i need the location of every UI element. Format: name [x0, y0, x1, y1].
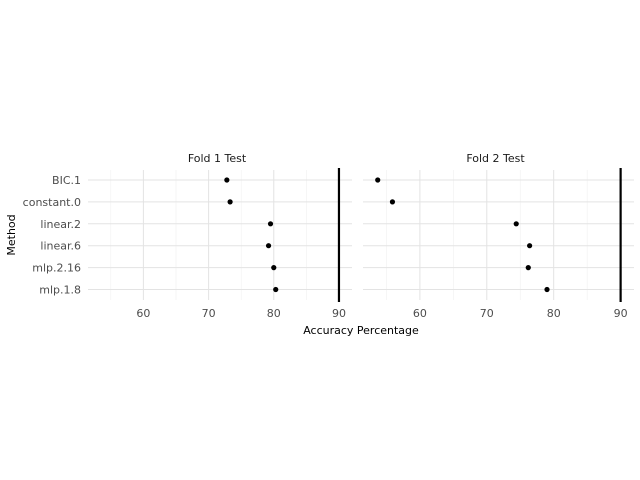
data-point — [375, 177, 381, 183]
y-tick-label: mlp.2.16 — [32, 262, 81, 275]
data-point — [265, 243, 272, 249]
x-tick-label: 90 — [332, 307, 346, 320]
y-tick-label: linear.6 — [40, 240, 81, 253]
y-tick-label: mlp.1.8 — [39, 284, 81, 297]
panel-title: Fold 2 Test — [466, 152, 525, 165]
x-tick-label: 70 — [202, 307, 216, 320]
data-point — [513, 221, 519, 227]
y-tick-label: BIC.1 — [52, 174, 81, 187]
data-point — [267, 221, 274, 227]
data-point — [525, 265, 531, 271]
data-point — [271, 265, 277, 271]
y-tick-label: constant.0 — [23, 196, 81, 209]
y-axis-title: Method — [5, 214, 18, 255]
x-tick-label: 90 — [614, 307, 628, 320]
x-tick-label: 60 — [136, 307, 150, 320]
data-point — [224, 177, 230, 183]
x-tick-label: 70 — [480, 307, 494, 320]
x-tick-label: 80 — [267, 307, 281, 320]
panel-title: Fold 1 Test — [188, 152, 247, 165]
data-point — [389, 199, 396, 205]
x-axis-title: Accuracy Percentage — [303, 324, 419, 337]
data-point — [544, 286, 550, 293]
data-point — [227, 199, 233, 205]
data-point — [527, 243, 533, 249]
x-tick-label: 80 — [547, 307, 561, 320]
x-tick-label: 60 — [413, 307, 427, 320]
y-tick-label: linear.2 — [40, 218, 81, 231]
data-point — [273, 286, 279, 293]
